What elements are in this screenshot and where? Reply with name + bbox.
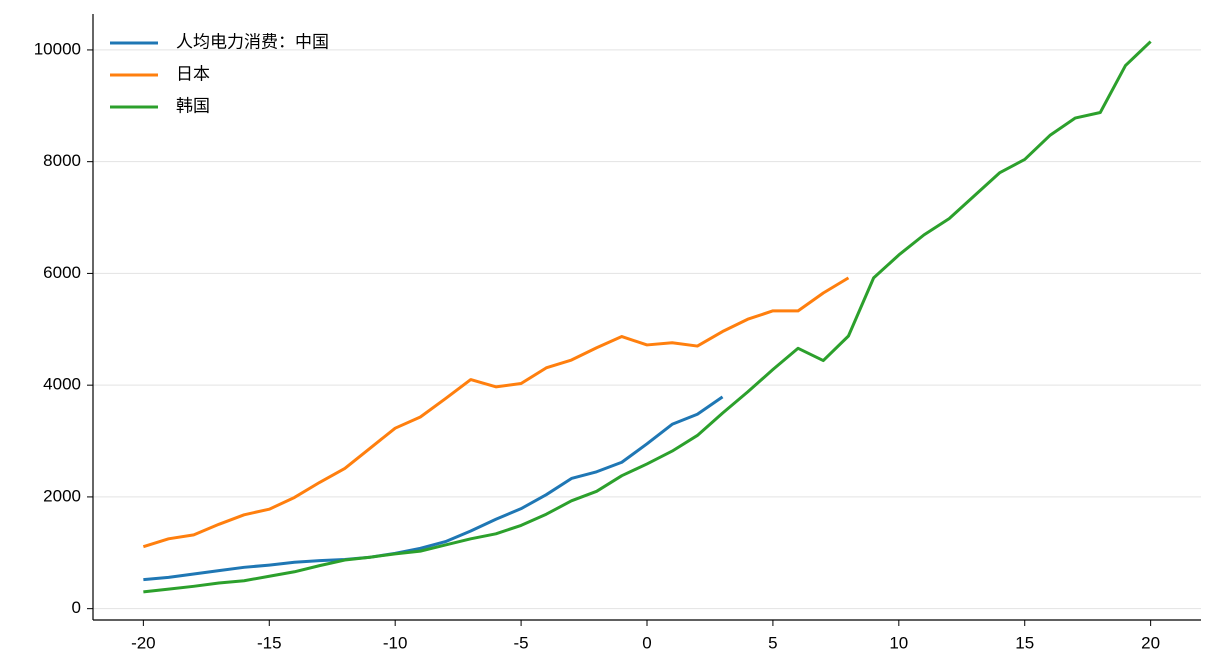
x-tick-label: 20: [1141, 633, 1160, 652]
series-line: [142, 276, 850, 549]
x-tick-label: 15: [1015, 633, 1034, 652]
y-tick-label: 8000: [43, 151, 81, 170]
y-tick-label: 0: [72, 598, 81, 617]
x-tick-label: -5: [514, 633, 529, 652]
y-tick-label: 10000: [34, 39, 81, 58]
x-tick-label: 0: [642, 633, 651, 652]
x-tick-label: 5: [768, 633, 777, 652]
x-tick-label: -20: [131, 633, 156, 652]
x-tick-label: -15: [257, 633, 282, 652]
y-tick-label: 6000: [43, 263, 81, 282]
series-line: [143, 395, 724, 582]
x-tick-label: 10: [889, 633, 908, 652]
legend-label: 日本: [176, 64, 210, 83]
legend-label: 人均电力消费：中国: [176, 32, 329, 51]
y-tick-label: 2000: [43, 486, 81, 505]
legend-label: 韩国: [176, 96, 210, 115]
x-tick-label: -10: [383, 633, 408, 652]
series-line: [143, 40, 1152, 594]
y-tick-label: 4000: [43, 375, 81, 394]
